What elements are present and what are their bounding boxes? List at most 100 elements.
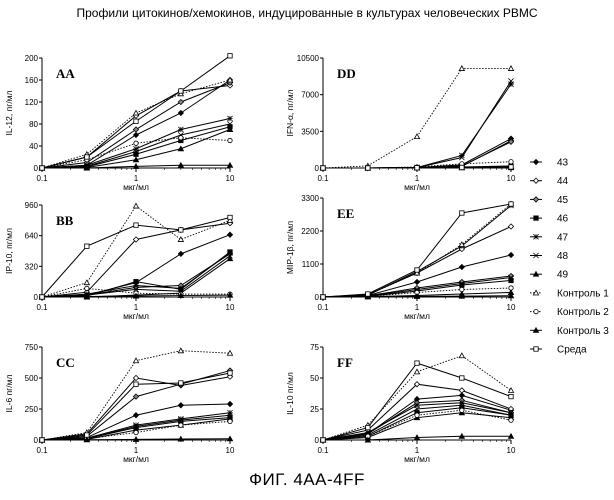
y-tick-label: 2200 xyxy=(301,227,319,236)
data-point xyxy=(226,161,234,168)
x-tick-label: 0.1 xyxy=(317,446,329,455)
data-point xyxy=(227,418,233,424)
data-point xyxy=(226,216,234,223)
data-point xyxy=(508,285,514,291)
data-point xyxy=(414,406,420,412)
y-tick-label: 40 xyxy=(29,142,38,151)
data-point xyxy=(132,131,140,139)
legend-entry: 44 xyxy=(530,176,569,187)
data-point xyxy=(413,368,421,375)
data-point xyxy=(177,236,185,242)
legend-marker xyxy=(532,177,540,184)
data-point xyxy=(227,115,233,122)
x-tick-label: 0.1 xyxy=(36,446,48,455)
data-point xyxy=(507,65,515,71)
data-point xyxy=(226,349,234,356)
data-point xyxy=(507,138,515,145)
data-point xyxy=(414,412,420,418)
legend-label: 48 xyxy=(557,251,569,262)
data-point xyxy=(133,145,139,152)
legend-entry: Контроль 3 xyxy=(530,326,609,337)
data-point xyxy=(132,126,140,133)
data-point xyxy=(226,373,234,380)
legend-label: Среда xyxy=(557,345,587,356)
data-point xyxy=(177,402,185,409)
legend-entry: 45 xyxy=(530,195,569,206)
data-point xyxy=(177,292,185,299)
x-tick-label: 10 xyxy=(226,303,235,312)
data-point xyxy=(177,417,184,424)
chart-panel-cc: 0.1 1 10 0 250 500 750 мкг/мл IL-6 пг/мл CC xyxy=(4,343,235,464)
data-point xyxy=(226,400,234,408)
y-tick-label: 160 xyxy=(25,76,39,85)
y-tick-label: 0 xyxy=(34,436,39,445)
data-point xyxy=(84,154,90,160)
series-line xyxy=(322,355,512,441)
legend-entry: 49 xyxy=(530,270,569,281)
legend-label: 44 xyxy=(557,176,569,187)
legend-marker xyxy=(533,215,539,221)
data-point xyxy=(177,161,185,168)
legend-label: 49 xyxy=(557,270,569,281)
data-point xyxy=(508,393,514,400)
chart-panel-bb: 0.1 1 10 0 320 640 960 мкг/мл IP-10, пг/мл BB xyxy=(4,201,235,321)
x-tick-label: 10 xyxy=(507,303,516,312)
x-axis-label: мкг/мл xyxy=(404,311,430,321)
data-point xyxy=(132,374,140,382)
data-point xyxy=(414,165,420,171)
data-point xyxy=(365,291,371,297)
legend-marker xyxy=(533,252,539,259)
data-point xyxy=(364,436,372,443)
data-point xyxy=(177,285,184,292)
y-tick-label: 25 xyxy=(310,405,319,414)
legend-marker xyxy=(533,233,539,240)
y-tick-label: 7000 xyxy=(301,91,319,100)
data-point xyxy=(508,274,514,281)
y-tick-label: 640 xyxy=(25,232,39,241)
legend-entry: Контроль 1 xyxy=(530,288,609,299)
data-point xyxy=(458,352,466,359)
chart-panel-dd: 0.1 1 10 0 3500 7000 10500 мкг/мл IFN-α, пг/мл DD xyxy=(285,54,516,192)
y-tick-label: 0 xyxy=(34,293,39,302)
data-point xyxy=(458,402,465,409)
y-tick-label: 750 xyxy=(25,343,39,352)
data-point xyxy=(133,282,139,289)
data-point xyxy=(178,88,184,94)
data-point xyxy=(227,121,233,127)
data-point xyxy=(414,360,420,366)
data-point xyxy=(508,164,514,170)
y-tick-label: 250 xyxy=(25,405,39,414)
y-tick-label: 75 xyxy=(310,343,319,352)
data-point xyxy=(320,437,326,443)
legend-marker xyxy=(532,289,540,296)
y-tick-label: 0 xyxy=(34,164,39,173)
legend-entry: 47 xyxy=(530,232,569,243)
data-point xyxy=(458,432,466,439)
data-point xyxy=(508,78,514,84)
x-axis-label: мкг/мл xyxy=(123,311,149,321)
data-point xyxy=(132,202,140,209)
legend-entry: Контроль 2 xyxy=(530,307,609,318)
y-tick-label: 3300 xyxy=(301,194,319,203)
data-point xyxy=(413,269,421,276)
y-axis-label: IP-10, пг/мл xyxy=(4,228,14,274)
data-point xyxy=(132,412,140,419)
data-point xyxy=(458,263,466,271)
data-point xyxy=(83,279,91,286)
legend-entry: 46 xyxy=(530,214,569,225)
figure-caption: ФИГ. 4АА-4FF xyxy=(249,470,365,489)
data-point xyxy=(414,267,420,273)
panel-label: CC xyxy=(56,355,75,370)
legend-marker xyxy=(532,270,540,277)
x-axis-label: мкг/мл xyxy=(123,454,149,464)
legend-label: 46 xyxy=(557,214,569,225)
data-point xyxy=(178,380,184,386)
data-point xyxy=(365,424,371,431)
data-point xyxy=(226,126,234,132)
y-tick-label: 960 xyxy=(25,201,39,210)
data-point xyxy=(413,434,421,441)
panel-label: EE xyxy=(337,206,354,221)
data-point xyxy=(132,292,140,299)
page-title: Профили цитокинов/хемокинов, индуцирован… xyxy=(76,6,538,20)
